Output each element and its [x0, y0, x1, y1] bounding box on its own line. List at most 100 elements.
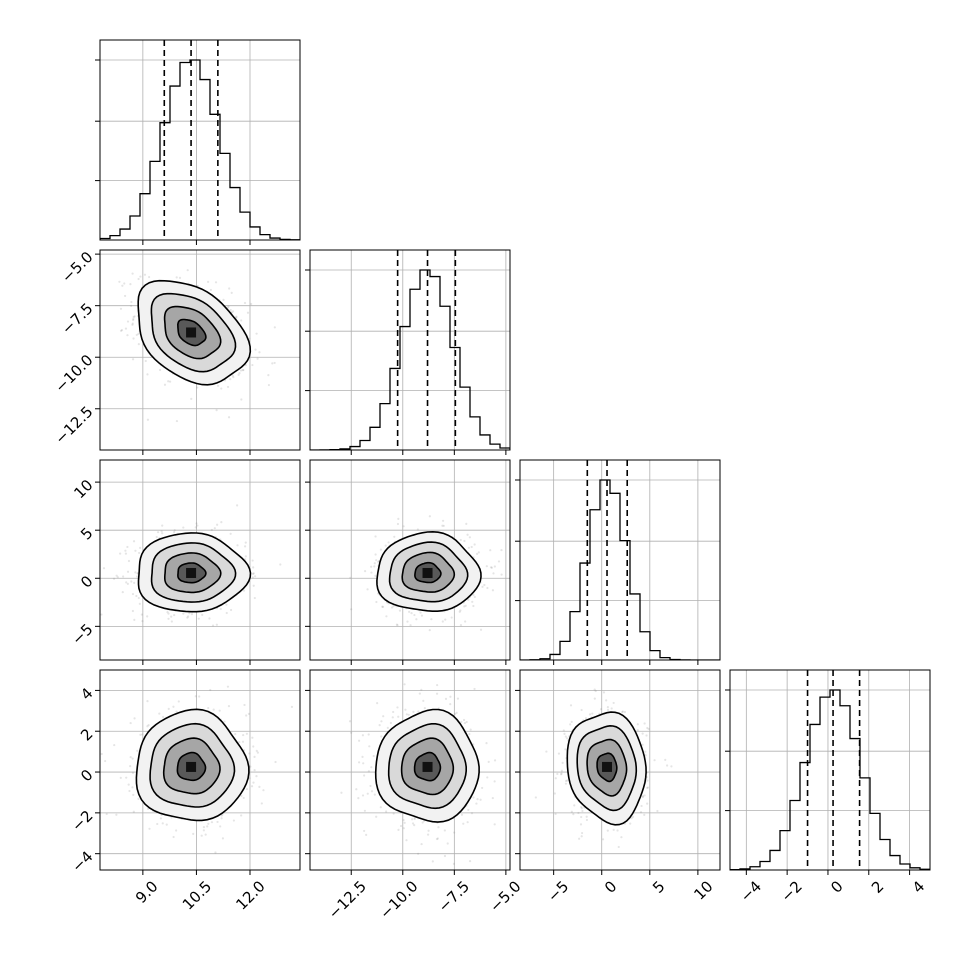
scatter-point — [126, 320, 130, 323]
scatter-point — [593, 697, 596, 700]
scatter-point — [405, 839, 408, 842]
scatter-point — [139, 546, 142, 549]
scatter-point — [226, 685, 230, 688]
grid-lines — [730, 670, 930, 870]
contours — [137, 279, 252, 386]
scatter-point — [610, 707, 613, 710]
scatter-point — [442, 524, 445, 527]
scatter-point — [170, 620, 173, 623]
scatter-point — [441, 524, 444, 527]
scatter-point — [479, 628, 483, 631]
scatter-point — [105, 812, 108, 816]
y-tick-label: −2 — [68, 807, 96, 835]
scatter-point — [492, 572, 495, 575]
x-tick-label: −4 — [737, 877, 765, 905]
scatter-point — [369, 784, 372, 788]
panel-background — [520, 460, 720, 660]
scatter-point — [382, 715, 385, 718]
scatter-point — [606, 829, 609, 832]
contour-line — [164, 552, 222, 594]
scatter-point — [228, 287, 231, 290]
scatter-point — [472, 593, 475, 597]
scatter-point — [469, 728, 472, 731]
scatter-point — [216, 523, 219, 526]
scatter-point — [404, 708, 407, 711]
scatter-point — [428, 515, 431, 518]
scatter-point — [399, 824, 403, 828]
scatter-point — [161, 532, 164, 535]
scatter-point — [486, 586, 489, 590]
scatter-point — [377, 560, 380, 563]
scatter-point — [155, 535, 158, 539]
scatter-point — [441, 519, 445, 522]
histogram-1 — [310, 269, 510, 450]
scatter-point — [119, 552, 122, 555]
scatter-point — [491, 589, 495, 592]
scatter-point — [417, 710, 420, 713]
scatter-point — [197, 617, 200, 620]
scatter-point — [210, 528, 213, 532]
scatter-point — [220, 520, 223, 524]
scatter-point — [594, 689, 597, 693]
scatter-point — [225, 611, 228, 615]
scatter-point — [274, 760, 277, 764]
y-tick-label: 2 — [77, 725, 96, 744]
scatter-point — [135, 594, 138, 598]
scatter-point — [479, 798, 482, 801]
scatter-point — [473, 687, 476, 691]
scatter-point — [375, 600, 378, 604]
scatter-point — [561, 761, 564, 764]
scatter-point — [413, 824, 416, 827]
scatter-point — [436, 683, 439, 687]
scatter-point — [236, 504, 239, 507]
scatter-point — [77, 284, 79, 286]
scatter-point — [423, 707, 426, 710]
scatter-point — [460, 813, 464, 816]
scatter-point — [161, 524, 164, 527]
scatter-point — [132, 810, 135, 813]
x-tick-label: −7.5 — [435, 877, 473, 915]
scatter-point — [252, 781, 255, 784]
scatter-point — [131, 322, 134, 325]
scatter-point — [396, 706, 399, 709]
density-peak — [186, 567, 197, 578]
scatter-point — [463, 721, 466, 725]
scatter-point — [392, 710, 395, 714]
scatter-point — [350, 608, 353, 611]
scatter-point — [245, 787, 249, 791]
scatter-point — [208, 617, 211, 620]
scatter-point — [210, 821, 214, 824]
scatter-point — [562, 729, 565, 732]
scatter-point — [569, 723, 572, 726]
scatter-point — [102, 567, 106, 570]
scatter-point — [644, 750, 647, 753]
scatter-point — [500, 573, 503, 576]
scatter-point — [350, 731, 353, 734]
scatter-point — [384, 544, 387, 547]
scatter-point — [251, 736, 254, 739]
scatter-point — [201, 613, 204, 616]
scatter-point — [361, 794, 365, 797]
scatter-point — [444, 697, 448, 700]
scatter-point — [166, 610, 169, 614]
scatter-point — [580, 807, 583, 810]
scatter-point — [402, 818, 405, 822]
scatter-point — [255, 775, 258, 778]
scatter-point — [664, 758, 667, 761]
scatter-point — [570, 810, 573, 813]
scatter-point — [475, 802, 478, 805]
scatter-panel-3-1: −12.5 −10.0 −7.5 −5.0 — [305, 669, 525, 923]
scatter-point — [250, 785, 254, 788]
scatter-point — [465, 522, 468, 525]
scatter-point — [449, 703, 452, 706]
scatter-point — [138, 602, 141, 605]
scatter-point — [397, 715, 400, 718]
scatter-point — [621, 711, 624, 714]
scatter-point — [146, 418, 150, 421]
scatter-point — [130, 300, 133, 304]
panel-frame — [99, 459, 301, 661]
scatter-point — [656, 809, 659, 813]
contour-line — [374, 708, 480, 823]
scatter-point — [375, 815, 378, 818]
contour-line — [414, 561, 442, 584]
